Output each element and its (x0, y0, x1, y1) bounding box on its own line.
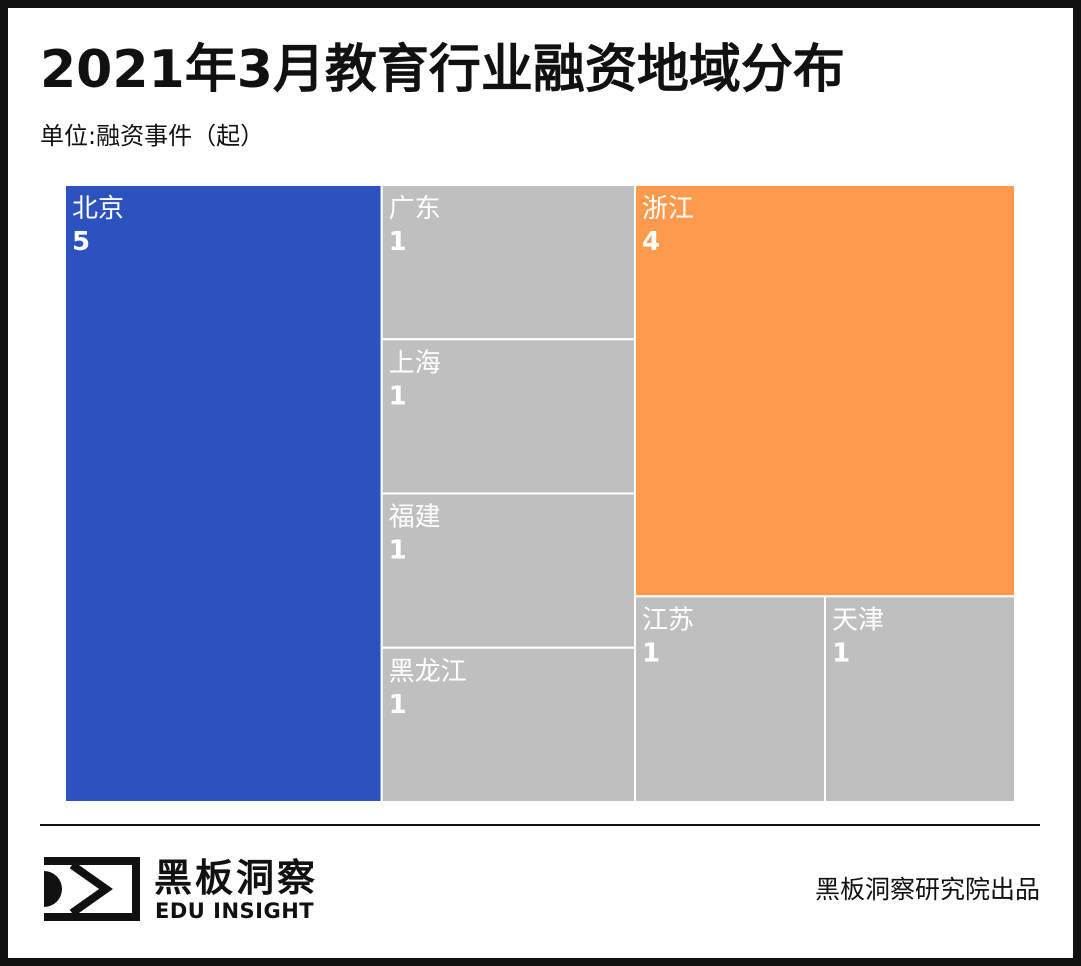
cell-value-6: 4 (642, 227, 660, 257)
cell-label-8: 天津 (832, 605, 884, 635)
treemap-cell-rect-2 (380, 185, 636, 341)
treemap-cell-1: 北京5 (65, 185, 383, 802)
cell-value-3: 1 (389, 381, 407, 411)
treemap-cell-rect-4 (380, 492, 636, 649)
treemap-cell-rect-1 (65, 185, 383, 802)
treemap-cell-7: 江苏1 (634, 595, 826, 802)
treemap-cell-4: 福建1 (380, 492, 636, 649)
cell-value-7: 1 (642, 638, 660, 668)
cell-label-4: 福建 (389, 503, 441, 533)
cell-label-5: 黑龙江 (389, 657, 467, 687)
treemap-cell-3: 上海1 (380, 338, 636, 495)
treemap-cell-rect-8 (824, 595, 1015, 802)
treemap-cell-rect-5 (380, 646, 636, 802)
cell-value-4: 1 (389, 536, 407, 566)
cell-label-1: 北京 (72, 194, 124, 224)
cell-label-7: 江苏 (642, 605, 694, 635)
cell-label-6: 浙江 (642, 194, 694, 224)
chart-title: 2021年3月教育行业融资地域分布 (40, 40, 845, 100)
cell-value-5: 1 (389, 690, 407, 720)
eye-frame-icon (44, 857, 140, 921)
brand-name-en: EDU INSIGHT (155, 899, 315, 923)
credit-text: 黑板洞察研究院出品 (814, 875, 1040, 904)
treemap-cell-rect-6 (634, 185, 1015, 598)
cell-label-3: 上海 (389, 348, 441, 378)
treemap-cell-6: 浙江4 (634, 185, 1015, 598)
cell-label-2: 广东 (389, 194, 441, 224)
cell-value-1: 5 (72, 227, 90, 257)
treemap-cell-8: 天津1 (824, 595, 1015, 802)
cell-value-8: 1 (832, 638, 850, 668)
chart-unit-label: 单位:融资事件（起） (40, 122, 265, 150)
treemap-cell-2: 广东1 (380, 185, 636, 341)
footer-divider (40, 824, 1040, 826)
cell-value-2: 1 (389, 227, 407, 257)
brand-name-cn: 黑板洞察 (154, 856, 319, 900)
